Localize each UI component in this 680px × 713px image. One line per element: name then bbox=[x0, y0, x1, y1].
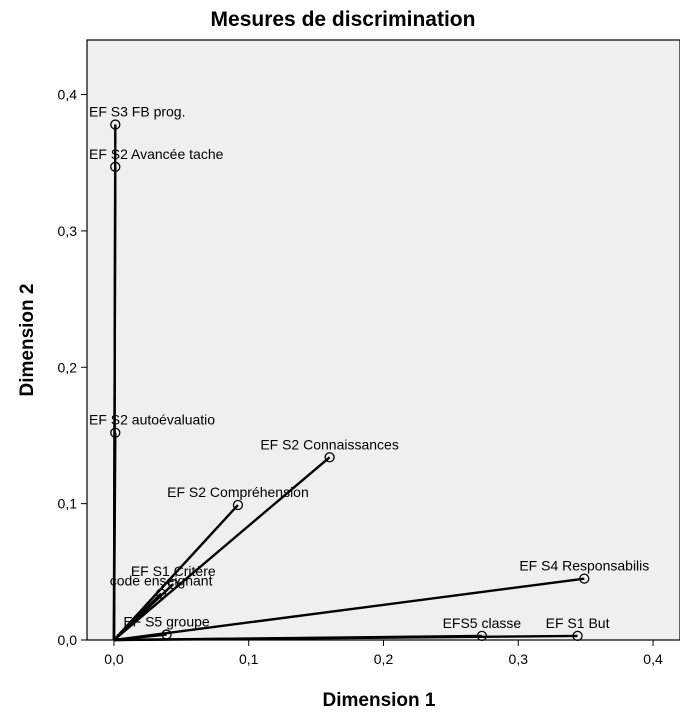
point-label: EF S3 FB prog. bbox=[89, 104, 185, 120]
point-label: EF S2 autoévaluatio bbox=[89, 412, 215, 428]
vector-line bbox=[113, 504, 239, 641]
y-tick-label: 0,1 bbox=[58, 496, 78, 512]
data-point bbox=[110, 161, 121, 172]
x-tick-label: 0,2 bbox=[374, 651, 394, 667]
x-tick-label: 0,4 bbox=[643, 651, 663, 667]
point-label: EFS5 classe bbox=[443, 615, 522, 631]
data-point bbox=[232, 499, 244, 511]
x-tick-label: 0,0 bbox=[104, 651, 124, 667]
x-axis-title: Dimension 1 bbox=[323, 690, 436, 711]
vector-line bbox=[113, 592, 162, 641]
axis-ticks: 0,0 0,1 0,2 0,3 0,4 0,0 0,1 0,2 0,3 0,4 bbox=[58, 87, 663, 667]
data-point bbox=[168, 578, 179, 590]
point-label: EF S2 Avancée tache bbox=[89, 146, 224, 162]
y-tick-label: 0,0 bbox=[58, 632, 78, 648]
data-point bbox=[579, 573, 590, 584]
point-label: EF S2 Compréhension bbox=[167, 484, 309, 500]
vector-line bbox=[113, 634, 578, 642]
y-axis-title: Dimension 2 bbox=[17, 284, 38, 397]
data-point bbox=[161, 629, 172, 640]
point-label: EF S1 Critère bbox=[131, 563, 216, 579]
vector-line bbox=[112, 432, 117, 641]
y-tick-label: 0,4 bbox=[58, 87, 78, 103]
y-tick-label: 0,3 bbox=[58, 223, 78, 239]
data-point bbox=[572, 630, 583, 642]
vector-line bbox=[113, 577, 585, 642]
data-point bbox=[324, 452, 335, 463]
point-labels: EF S3 FB prog. EF S2 Avancée tache EF S2 a… bbox=[89, 104, 649, 631]
data-points bbox=[110, 119, 590, 642]
point-label: EF S5 groupe bbox=[123, 614, 210, 630]
point-label: EF S1 But bbox=[546, 615, 610, 631]
point-label: EF S4 Responsabilis bbox=[519, 558, 649, 574]
data-point bbox=[476, 630, 488, 642]
x-tick-label: 0,3 bbox=[509, 651, 529, 667]
data-point bbox=[155, 588, 167, 599]
y-tick-label: 0,2 bbox=[58, 359, 78, 375]
vector-line bbox=[113, 456, 331, 641]
plot-area bbox=[86, 39, 680, 641]
chart-title: Mesures de discrimination bbox=[211, 8, 476, 31]
point-label: EF S2 Connaissances bbox=[260, 436, 399, 452]
x-tick-label: 0,1 bbox=[239, 651, 259, 667]
point-label: code enseignant bbox=[110, 573, 213, 589]
data-point bbox=[110, 427, 121, 438]
data-point bbox=[110, 119, 121, 130]
vector-lines bbox=[112, 124, 585, 642]
